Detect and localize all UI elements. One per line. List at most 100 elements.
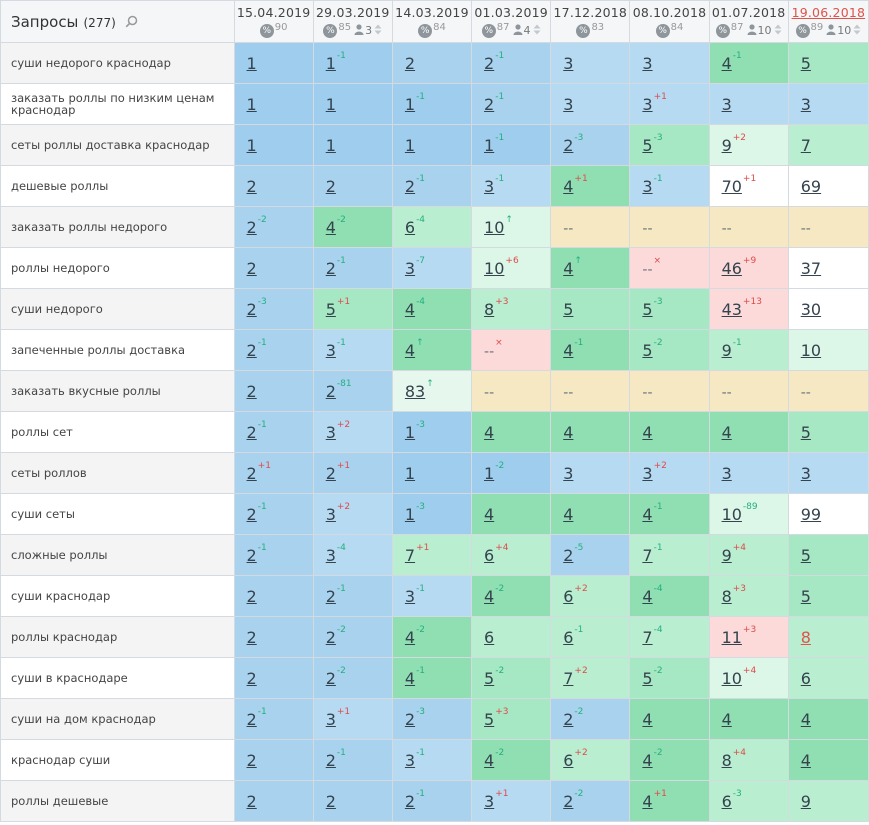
position-link[interactable]: 7: [642, 545, 653, 565]
column-date[interactable]: 17.12.2018: [553, 5, 628, 20]
query-text[interactable]: суши на дом краснодар: [0, 698, 235, 740]
date-column-header[interactable]: 01.03.2019% 87 4: [471, 0, 552, 43]
position-link[interactable]: 6: [563, 750, 574, 770]
position-link[interactable]: 2: [325, 586, 336, 606]
query-text[interactable]: роллы сет: [0, 411, 235, 453]
position-link[interactable]: 5: [484, 668, 495, 688]
position-link[interactable]: 3: [563, 463, 574, 483]
position-link[interactable]: 4: [642, 586, 653, 606]
position-link[interactable]: 6: [484, 545, 495, 565]
position-link[interactable]: 1: [484, 135, 495, 155]
position-link[interactable]: 2: [246, 381, 257, 401]
query-text[interactable]: суши краснодар: [0, 575, 235, 617]
sort-arrows-icon[interactable]: [374, 24, 382, 38]
query-text[interactable]: суши недорого: [0, 288, 235, 330]
position-link[interactable]: 2: [563, 135, 574, 155]
column-date[interactable]: 15.04.2019: [236, 5, 311, 20]
position-link[interactable]: 3: [642, 463, 653, 483]
sort-arrows-icon[interactable]: [853, 24, 861, 38]
column-date[interactable]: 29.03.2019: [316, 5, 390, 20]
column-date[interactable]: 08.10.2018: [632, 5, 707, 20]
position-link[interactable]: 3: [325, 709, 336, 729]
sort-arrows-icon[interactable]: [533, 24, 541, 38]
position-link[interactable]: 3: [721, 463, 732, 483]
query-text[interactable]: роллы недорого: [0, 247, 235, 289]
position-link[interactable]: 2: [404, 709, 416, 729]
position-link[interactable]: 1: [246, 53, 257, 73]
position-link[interactable]: 9: [721, 545, 732, 565]
position-link[interactable]: 4: [404, 299, 416, 319]
date-column-header[interactable]: 14.03.2019% 84: [391, 0, 473, 43]
position-link[interactable]: 3: [404, 750, 416, 770]
position-link[interactable]: 3: [563, 53, 574, 73]
position-link[interactable]: 10: [484, 217, 505, 237]
position-link[interactable]: 4: [642, 791, 653, 811]
position-link[interactable]: 37: [800, 258, 822, 278]
position-link[interactable]: 7: [800, 135, 811, 155]
position-link[interactable]: 2: [246, 586, 257, 606]
position-link[interactable]: 3: [325, 340, 336, 360]
position-link[interactable]: 3: [642, 94, 653, 114]
position-link[interactable]: 5: [800, 586, 811, 606]
position-link[interactable]: 7: [404, 545, 416, 565]
position-link[interactable]: 5: [325, 299, 336, 319]
query-text[interactable]: заказать вкусные роллы: [0, 370, 235, 412]
position-link[interactable]: 2: [404, 791, 416, 811]
position-link[interactable]: 4: [642, 422, 653, 442]
position-link[interactable]: 8: [800, 627, 811, 647]
position-link[interactable]: 1: [325, 94, 336, 114]
position-link[interactable]: 2: [404, 53, 416, 73]
query-text[interactable]: суши в краснодаре: [0, 657, 235, 699]
position-link[interactable]: 10: [721, 504, 742, 524]
position-link[interactable]: 2: [325, 791, 336, 811]
position-link[interactable]: 5: [642, 135, 653, 155]
query-text[interactable]: суши недорого краснодар: [0, 42, 235, 84]
position-link[interactable]: 1: [404, 504, 416, 524]
position-link[interactable]: 4: [721, 709, 732, 729]
position-link[interactable]: 3: [404, 258, 416, 278]
position-link[interactable]: 10: [484, 258, 505, 278]
position-link[interactable]: 3: [484, 176, 495, 196]
position-link[interactable]: 8: [484, 299, 495, 319]
position-link[interactable]: 3: [325, 504, 336, 524]
position-link[interactable]: 9: [721, 135, 732, 155]
query-text[interactable]: краснодар суши: [0, 739, 235, 781]
position-link[interactable]: 43: [721, 299, 742, 319]
position-link[interactable]: 4: [404, 340, 416, 360]
position-link[interactable]: 1: [325, 135, 336, 155]
position-link[interactable]: 4: [484, 422, 495, 442]
query-text[interactable]: роллы дешевые: [0, 780, 235, 822]
position-link[interactable]: 3: [325, 545, 336, 565]
column-date[interactable]: 01.07.2018: [711, 5, 786, 20]
position-link[interactable]: 4: [721, 422, 732, 442]
position-link[interactable]: 2: [484, 94, 495, 114]
position-link[interactable]: 3: [800, 94, 811, 114]
position-link[interactable]: 1: [246, 94, 257, 114]
position-link[interactable]: 1: [404, 94, 416, 114]
position-link[interactable]: 2: [325, 463, 336, 483]
position-link[interactable]: 3: [325, 422, 336, 442]
position-link[interactable]: 2: [325, 668, 336, 688]
position-link[interactable]: 2: [246, 627, 257, 647]
position-link[interactable]: 4: [642, 750, 653, 770]
position-link[interactable]: 6: [721, 791, 732, 811]
position-link[interactable]: 4: [563, 258, 574, 278]
position-link[interactable]: 1: [404, 463, 416, 483]
position-link[interactable]: 99: [800, 504, 822, 524]
position-link[interactable]: 1: [404, 135, 416, 155]
position-link[interactable]: 2: [325, 750, 336, 770]
query-text[interactable]: сложные роллы: [0, 534, 235, 576]
search-icon[interactable]: [125, 13, 138, 32]
position-link[interactable]: 7: [642, 627, 653, 647]
query-text[interactable]: заказать роллы недорого: [0, 206, 235, 248]
position-link[interactable]: 2: [563, 709, 574, 729]
position-link[interactable]: 10: [800, 340, 822, 360]
position-link[interactable]: 3: [484, 791, 495, 811]
position-link[interactable]: 6: [563, 627, 574, 647]
position-link[interactable]: 6: [484, 627, 495, 647]
position-link[interactable]: 5: [800, 545, 811, 565]
position-link[interactable]: 2: [563, 545, 574, 565]
position-link[interactable]: 69: [800, 176, 822, 196]
query-text[interactable]: дешевые роллы: [0, 165, 235, 207]
position-link[interactable]: 2: [246, 176, 257, 196]
